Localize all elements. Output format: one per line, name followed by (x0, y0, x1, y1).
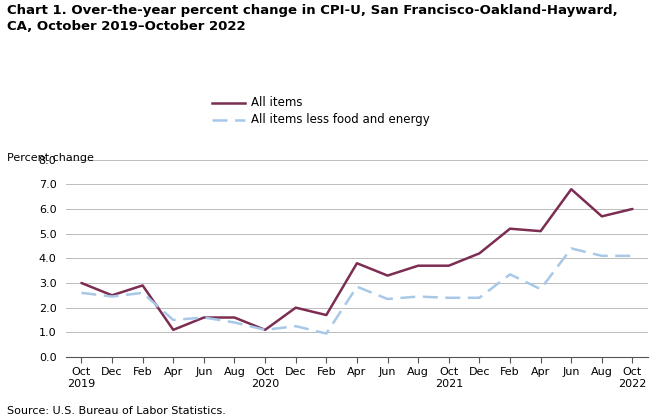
All items less food and energy (261, 327, 269, 332)
All items (169, 327, 177, 332)
Text: Source: U.S. Bureau of Labor Statistics.: Source: U.S. Bureau of Labor Statistics. (7, 406, 225, 416)
All items (139, 283, 147, 288)
Text: All items: All items (251, 97, 303, 109)
All items less food and energy (414, 294, 422, 299)
All items less food and energy (231, 320, 239, 325)
All items (629, 206, 637, 211)
All items less food and energy (567, 246, 575, 251)
Text: All items less food and energy: All items less food and energy (251, 113, 430, 126)
All items (261, 327, 269, 332)
All items (537, 228, 545, 234)
All items less food and energy (537, 286, 545, 291)
All items less food and energy (139, 290, 147, 295)
All items (445, 263, 453, 268)
All items (323, 312, 330, 318)
All items (353, 261, 361, 266)
All items (231, 315, 239, 320)
Line: All items less food and energy: All items less food and energy (81, 248, 633, 333)
All items (77, 281, 85, 286)
All items (383, 273, 391, 278)
All items less food and energy (383, 297, 391, 302)
Text: Chart 1. Over-the-year percent change in CPI-U, San Francisco-Oakland-Hayward,
C: Chart 1. Over-the-year percent change in… (7, 4, 617, 33)
All items (292, 305, 299, 310)
All items (108, 293, 116, 298)
All items (475, 251, 483, 256)
All items less food and energy (353, 284, 361, 289)
All items less food and energy (598, 253, 606, 258)
All items (506, 226, 514, 231)
All items (414, 263, 422, 268)
All items (567, 186, 575, 192)
All items less food and energy (629, 253, 637, 258)
All items (598, 214, 606, 219)
All items less food and energy (475, 295, 483, 300)
All items less food and energy (445, 295, 453, 300)
All items less food and energy (169, 318, 177, 323)
All items less food and energy (77, 290, 85, 295)
All items less food and energy (200, 315, 208, 320)
All items (200, 315, 208, 320)
All items less food and energy (292, 324, 299, 329)
All items less food and energy (323, 331, 330, 336)
All items less food and energy (108, 294, 116, 299)
Text: Percent change: Percent change (7, 153, 93, 163)
Line: All items: All items (81, 189, 633, 330)
All items less food and energy (506, 272, 514, 277)
